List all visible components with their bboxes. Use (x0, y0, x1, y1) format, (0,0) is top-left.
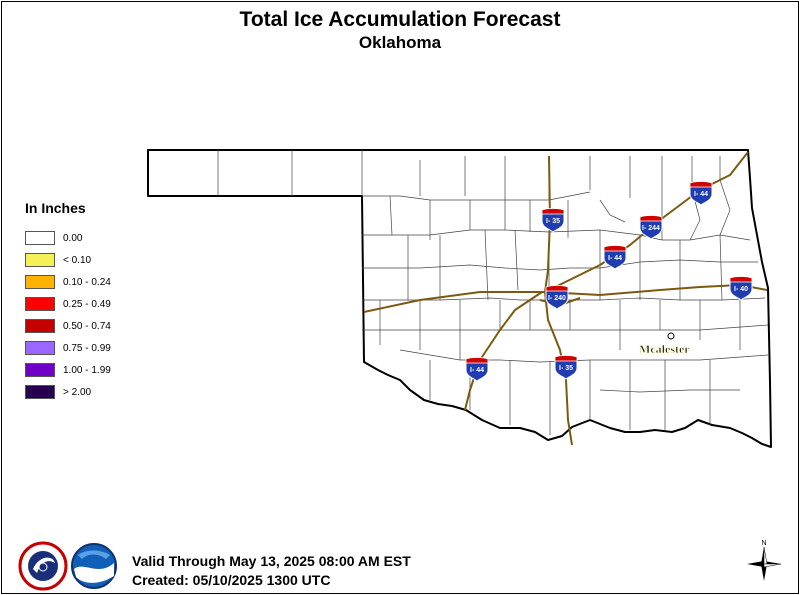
interstate-shield: I- 44 (603, 245, 627, 270)
interstate-shield: I- 35 (541, 208, 565, 233)
map-title: Total Ice Accumulation Forecast (239, 8, 561, 31)
shield-label: I- 244 (642, 225, 660, 232)
legend-item: 0.10 - 0.24 (25, 271, 111, 293)
north-label: N (761, 540, 766, 547)
interstate-shield: I- 35 (554, 355, 578, 380)
legend-item: 0.25 - 0.49 (25, 293, 111, 315)
interstate-shield: I- 44 (465, 357, 489, 382)
legend-item: 0.00 (25, 227, 111, 249)
shield-label: I- 44 (470, 367, 484, 374)
interstate-shield: I- 44 (689, 181, 713, 206)
legend-title: In Inches (25, 200, 86, 216)
legend: In Inches 0.00 < 0.10 0.10 - 0.24 0.25 -… (25, 200, 111, 403)
legend-swatch (25, 341, 55, 355)
legend-label: 0.25 - 0.49 (63, 298, 111, 310)
shield-label: I- 240 (548, 295, 566, 302)
legend-swatch (25, 231, 55, 245)
legend-label: 0.50 - 0.74 (63, 320, 111, 332)
shield-label: I- 40 (734, 286, 748, 293)
legend-label: > 2.00 (63, 386, 92, 398)
legend-swatch (25, 363, 55, 377)
legend-swatch (25, 385, 55, 399)
legend-swatch (25, 319, 55, 333)
legend-item: 0.50 - 0.74 (25, 315, 111, 337)
valid-through: Valid Through May 13, 2025 08:00 AM EST (132, 553, 411, 569)
legend-item: 0.75 - 0.99 (25, 337, 111, 359)
city-marker (667, 332, 675, 340)
shield-label: I- 35 (559, 365, 573, 372)
legend-label: < 0.10 (63, 254, 92, 266)
interstate-shield: I- 40 (729, 276, 753, 301)
legend-swatch (25, 275, 55, 289)
created-date: Created: 05/10/2025 1300 UTC (132, 572, 331, 588)
nws-logo (18, 541, 68, 591)
shield-label: I- 44 (694, 191, 708, 198)
legend-item: < 0.10 (25, 249, 111, 271)
legend-item: > 2.00 (25, 381, 111, 403)
city-label: Mcalester (639, 342, 690, 356)
noaa-logo (71, 543, 117, 589)
shield-label: I- 35 (546, 218, 560, 225)
map-subtitle: Oklahoma (358, 33, 442, 52)
footer: Valid Through May 13, 2025 08:00 AM EST … (132, 552, 411, 590)
state-outline (147, 149, 772, 448)
interstate-shield: I- 240 (545, 285, 569, 310)
legend-swatch (25, 297, 55, 311)
north-arrow-icon: N (747, 540, 782, 581)
legend-swatch (25, 253, 55, 267)
interstate-shield: I- 244 (639, 215, 663, 240)
shield-label: I- 44 (608, 255, 622, 262)
legend-label: 1.00 - 1.99 (63, 364, 111, 376)
county-lines (217, 150, 769, 435)
legend-item: 1.00 - 1.99 (25, 359, 111, 381)
legend-label: 0.10 - 0.24 (63, 276, 111, 288)
interstate-shields: I- 35 I- 244 I- 44 I- 44 I- 240 I- 40 I- 44 I- … (465, 181, 753, 382)
legend-label: 0.75 - 0.99 (63, 342, 111, 354)
legend-label: 0.00 (63, 232, 83, 244)
